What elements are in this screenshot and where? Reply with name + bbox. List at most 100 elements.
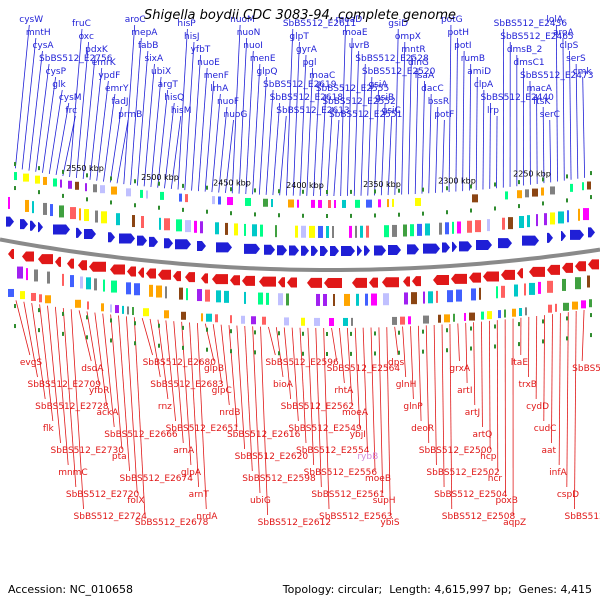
- tick-dot: [422, 329, 424, 334]
- leader-line: [496, 320, 499, 472]
- forward-gene-arrow: [570, 229, 584, 240]
- feature-block: [403, 224, 407, 237]
- feature-block: [143, 308, 149, 317]
- gene-label: SbBS512_E2612: [258, 518, 331, 528]
- leader-line: [189, 322, 200, 488]
- genome-backbone: [0, 237, 600, 272]
- tick-dot: [566, 316, 568, 321]
- reverse-gene-arrow: [8, 248, 14, 259]
- gene-label: lrp: [487, 106, 499, 116]
- feature-block: [224, 290, 229, 303]
- leader-line: [245, 50, 254, 195]
- tick-dot: [182, 207, 184, 212]
- leader-line: [47, 305, 61, 444]
- leader-line: [62, 308, 77, 488]
- feature-block: [70, 275, 74, 288]
- leader-line: [126, 316, 138, 494]
- leader-line: [143, 63, 155, 187]
- tick-dot: [254, 188, 256, 193]
- reverse-gene-arrow: [451, 273, 467, 284]
- feature-block: [295, 225, 298, 238]
- feature-block: [555, 303, 557, 312]
- feature-block: [149, 284, 153, 297]
- reverse-gene-arrow: [201, 273, 208, 284]
- feature-block: [408, 316, 411, 325]
- tick-dot: [326, 213, 328, 218]
- forward-gene-arrow: [38, 222, 43, 233]
- gene-label: sixA: [144, 54, 164, 64]
- gene-label: pdxK: [85, 45, 109, 55]
- feature-block: [457, 221, 461, 234]
- leader-line: [455, 37, 458, 192]
- reverse-gene-arrow: [230, 275, 240, 286]
- reverse-gene-arrow: [382, 277, 399, 288]
- leader-line: [326, 106, 333, 197]
- feature-block: [562, 278, 566, 291]
- leader-line: [558, 313, 561, 466]
- tick-dot: [542, 177, 544, 182]
- leader-line: [48, 89, 63, 174]
- feature-block: [326, 225, 329, 238]
- forward-strand-gene-labels: cysW mntH cysA SbBS512_E2756 cysP glk cysM frc f…: [19, 15, 593, 120]
- feature-block: [519, 215, 524, 228]
- forward-gene-arrow: [341, 245, 355, 256]
- feature-block: [589, 299, 592, 308]
- feature-block: [215, 222, 219, 235]
- gene-label: SbBS512_E2561: [311, 490, 384, 500]
- feature-block: [481, 311, 484, 320]
- leader-line: [28, 50, 43, 171]
- feature-block: [126, 282, 131, 295]
- gene-label: gsiB: [375, 93, 394, 103]
- leader-line: [536, 93, 538, 184]
- gene-label: hisM: [171, 106, 192, 116]
- tick-dot: [398, 330, 400, 335]
- tick-dot: [494, 324, 496, 329]
- tick-dot: [398, 212, 400, 217]
- forward-gene-arrow: [320, 245, 328, 256]
- gene-label: moaC: [309, 71, 335, 81]
- gene-label: aat: [541, 446, 556, 456]
- gene-label: cysA: [32, 41, 54, 51]
- feature-block: [234, 223, 238, 236]
- feature-block: [444, 314, 450, 323]
- scale-tick-label: 2550 kbp: [66, 164, 104, 173]
- forward-gene-arrow: [442, 242, 450, 253]
- feature-block: [301, 225, 306, 238]
- feature-block: [404, 292, 408, 305]
- feature-block: [498, 310, 501, 319]
- gene-label: SbBS512_E2728: [35, 402, 109, 412]
- feature-block: [344, 293, 350, 306]
- tick-dot: [494, 206, 496, 211]
- feature-block: [62, 273, 64, 286]
- feature-block: [501, 285, 505, 298]
- leader-line: [197, 67, 208, 192]
- feature-block: [84, 209, 89, 222]
- leader-line: [157, 89, 169, 188]
- feature-block: [436, 290, 438, 303]
- tick-dot: [158, 205, 160, 210]
- leader-line: [562, 37, 565, 181]
- feature-block: [438, 314, 441, 323]
- reverse-gene-arrow: [185, 272, 195, 283]
- leader-line: [89, 67, 103, 180]
- leader-line: [42, 76, 57, 173]
- tick-dot: [182, 183, 184, 188]
- feature-block: [538, 281, 541, 294]
- leader-line: [551, 314, 553, 444]
- leader-line: [197, 323, 207, 510]
- tick-dot: [230, 187, 232, 192]
- leader-line: [433, 324, 437, 466]
- forward-gene-arrow: [561, 231, 566, 242]
- tick-dot: [422, 349, 424, 354]
- gene-label: evgS: [20, 358, 43, 368]
- tick-dot: [230, 329, 232, 334]
- leader-line: [212, 324, 223, 384]
- gene-label: arnA: [173, 446, 195, 456]
- leader-line: [331, 327, 338, 362]
- gene-label: SbBS512_E2616: [227, 430, 301, 440]
- feature-block: [60, 179, 62, 188]
- gene-label: flk: [43, 424, 55, 434]
- reverse-gene-arrow: [22, 251, 34, 262]
- leader-line: [465, 322, 468, 384]
- gene-label: SbBS512_E2520: [362, 67, 436, 77]
